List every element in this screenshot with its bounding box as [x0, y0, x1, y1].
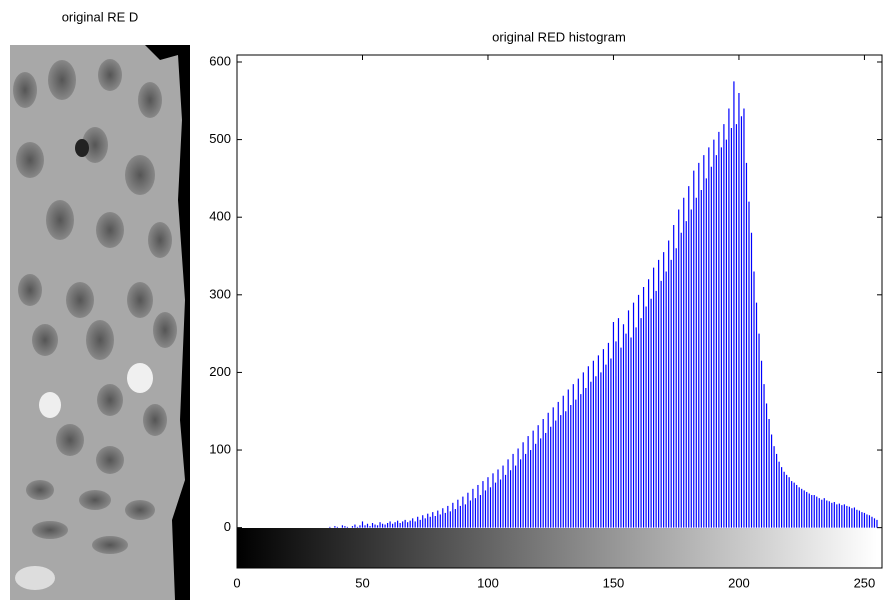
x-tick-label: 50	[355, 575, 369, 590]
x-tick-label: 150	[603, 575, 625, 590]
image	[10, 45, 190, 600]
y-tick-label: 0	[224, 519, 231, 534]
image-title: original RE D	[62, 9, 139, 24]
y-tick-label: 200	[209, 364, 231, 379]
y-tick-label: 600	[209, 53, 231, 68]
chart-title: original RED histogram	[492, 29, 626, 44]
axes-box	[236, 54, 883, 569]
x-tick-label: 100	[477, 575, 499, 590]
x-tick-label: 0	[233, 575, 240, 590]
y-tick-label: 500	[209, 131, 231, 146]
x-tick-label: 250	[854, 575, 876, 590]
y-tick-label: 300	[209, 286, 231, 301]
y-tick-label: 400	[209, 209, 231, 224]
x-tick-label: 200	[728, 575, 750, 590]
y-tick-label: 100	[209, 441, 231, 456]
gray-bar	[237, 528, 877, 568]
